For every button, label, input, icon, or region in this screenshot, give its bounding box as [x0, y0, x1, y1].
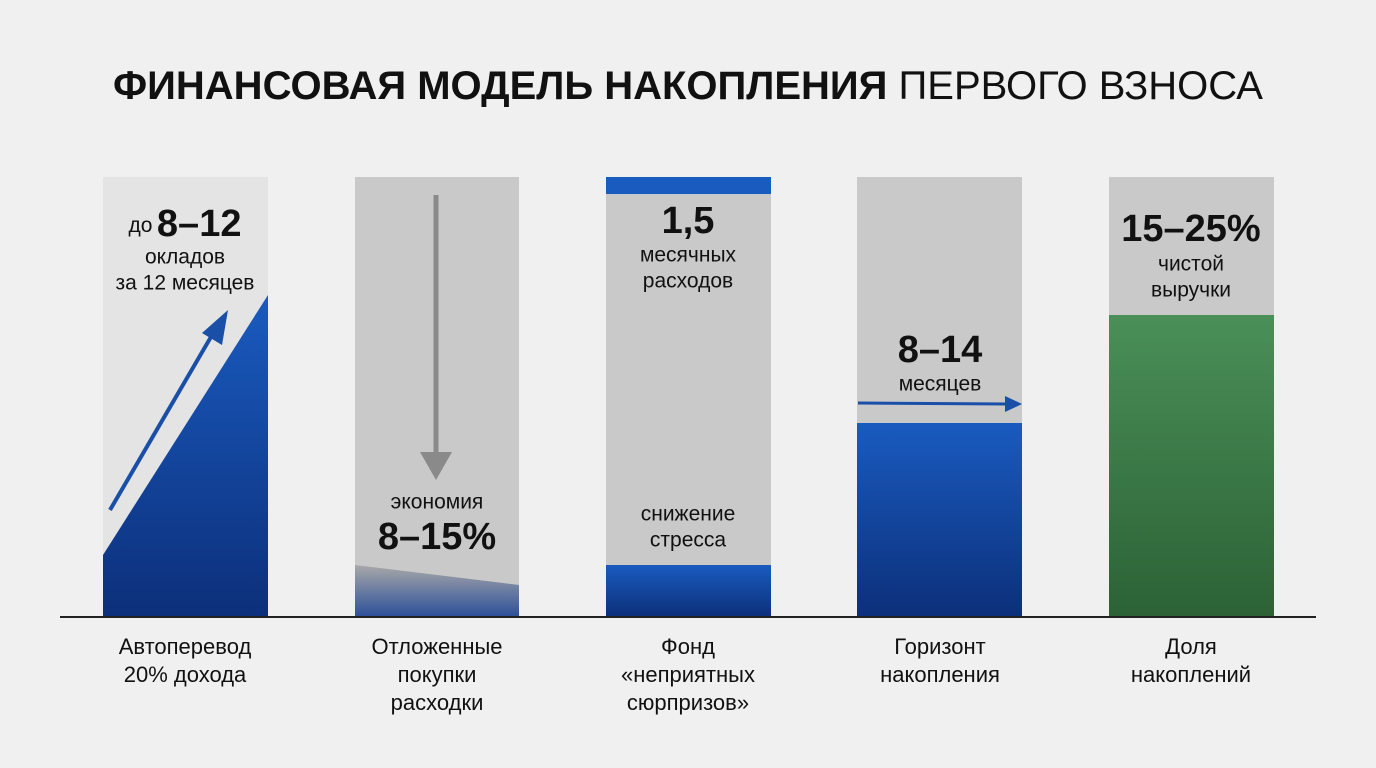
note: расходов	[643, 270, 733, 293]
arrow-head	[202, 310, 228, 345]
arrow-head	[1005, 396, 1022, 412]
title-bold: ФИНАНСОВАЯ МОДЕЛЬ НАКОПЛЕНИЯ	[113, 64, 887, 108]
top-strip	[606, 177, 771, 194]
bottom-area	[355, 565, 519, 617]
panel-bg	[606, 177, 771, 617]
arrow	[857, 401, 1009, 406]
panel-label: Фонд	[661, 634, 715, 659]
bottom-strip	[606, 565, 771, 617]
prefix: до	[129, 214, 153, 237]
arrow-head	[420, 452, 452, 480]
value: 8–14	[898, 329, 983, 371]
rising-area	[103, 295, 268, 617]
footnote: стресса	[650, 529, 726, 552]
panel-label: накопления	[880, 662, 1000, 687]
note: экономия	[391, 491, 484, 514]
note: окладов	[145, 246, 225, 269]
value: до 8–12	[129, 203, 242, 245]
value: 15–25%	[1121, 208, 1260, 250]
panel-label: 20% дохода	[124, 662, 247, 687]
panel-label: накоплений	[1131, 662, 1251, 687]
value-number: 8–12	[157, 203, 242, 245]
arrow	[108, 328, 217, 512]
value: 8–15%	[378, 516, 496, 558]
title-regular: ПЕРВОГО ВЗНОСА	[899, 64, 1264, 108]
value: 1,5	[662, 200, 715, 242]
panel-label: Горизонт	[894, 634, 986, 659]
panel-label: Автоперевод	[119, 634, 252, 659]
note: за 12 месяцев	[116, 272, 255, 295]
labels: Автоперевод 20% дохода Отложенные покупки ра…	[119, 634, 1251, 715]
panel-label: Отложенные	[371, 634, 502, 659]
title: ФИНАНСОВАЯ МОДЕЛЬ НАКОПЛЕНИЯ ПЕРВОГО ВЗН…	[113, 64, 1263, 108]
note: выручки	[1151, 279, 1231, 302]
fill-area	[857, 423, 1022, 617]
footnote: снижение	[641, 503, 736, 526]
fill-area	[1109, 315, 1274, 617]
panel-label: «неприятных	[621, 662, 755, 687]
panel-label: расходки	[391, 690, 484, 715]
panel-label: сюрпризов»	[627, 690, 749, 715]
note: месяцев	[899, 373, 982, 396]
panel-label: Доля	[1165, 634, 1217, 659]
note: чистой	[1158, 253, 1224, 276]
panel-label: покупки	[398, 662, 477, 687]
note: месячных	[640, 244, 737, 267]
